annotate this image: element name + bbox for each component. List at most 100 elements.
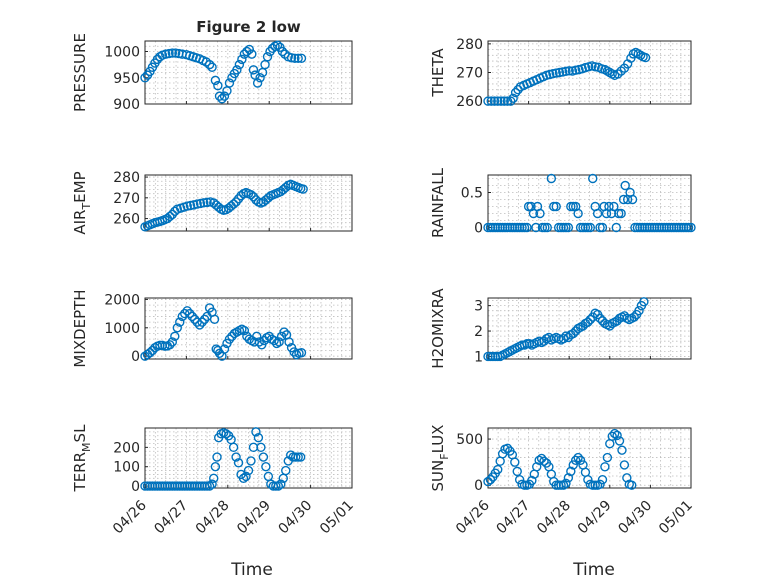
data-point (256, 442, 266, 453)
data-point (585, 222, 596, 233)
data-point (506, 96, 516, 106)
data-point (182, 306, 192, 316)
data-point (595, 479, 605, 490)
data-point (199, 198, 209, 208)
data-point (522, 222, 532, 233)
data-point (214, 91, 225, 101)
x-axis-label-right: Time (572, 560, 615, 580)
y-axis-label: AIRTEMP (71, 171, 93, 234)
data-point (575, 455, 586, 466)
data-point (212, 452, 222, 462)
data-point (612, 430, 622, 441)
y-tick-label: 270 (456, 66, 483, 82)
data-point (502, 96, 513, 106)
y-axis-label: PRESSURE (71, 33, 89, 112)
data-point (296, 348, 307, 358)
data-point (617, 445, 627, 455)
data-point (248, 65, 259, 75)
data-point (185, 308, 195, 319)
subplot-h2omixra: 1 2 3 H2OMIXRA (429, 288, 692, 369)
data-point (271, 481, 281, 491)
y-tick-label: 500 (456, 432, 483, 448)
data-point (293, 452, 303, 462)
data-point (600, 462, 610, 472)
x-tick-label: 04/28 (534, 498, 574, 538)
data-point (276, 479, 286, 489)
data-point (284, 337, 294, 347)
data-point (261, 462, 271, 472)
data-point (199, 314, 210, 324)
y-tick-label: 1000 (104, 45, 140, 61)
data-point (551, 201, 561, 212)
series-markers (140, 303, 307, 361)
data-point (558, 67, 568, 77)
data-point (554, 67, 565, 78)
data-point (228, 442, 239, 453)
data-point (262, 52, 273, 62)
x-tick-label: 05/01 (317, 498, 357, 538)
y-tick-label: 2000 (104, 292, 140, 308)
data-point (558, 333, 569, 344)
y-tick-label: 0 (474, 478, 483, 494)
data-point (502, 443, 513, 454)
series-markers (140, 427, 306, 491)
axes-box (144, 297, 353, 360)
data-point (489, 96, 500, 106)
data-point (528, 208, 539, 219)
x-tick-label: 04/29 (575, 498, 615, 538)
data-point (167, 337, 178, 347)
data-point (609, 428, 620, 439)
data-point (269, 335, 279, 346)
data-point (194, 320, 205, 330)
axes-box (487, 297, 692, 360)
data-point (527, 475, 537, 486)
data-point (140, 73, 150, 83)
data-point (254, 337, 264, 347)
y-tick-label: 100 (113, 460, 140, 476)
data-point (255, 73, 265, 83)
y-tick-label: 270 (113, 191, 140, 207)
data-point (233, 458, 244, 468)
data-point (170, 48, 181, 58)
data-point (563, 222, 574, 233)
subplot-mixdepth: 0 1000 2000 MIXDEPTH (71, 289, 353, 368)
data-point (204, 59, 215, 70)
y-tick-label: 0.5 (461, 186, 483, 202)
y-tick-label: 3 (474, 299, 483, 315)
y-tick-label: 280 (113, 170, 140, 186)
data-point (496, 96, 506, 106)
x-tick-label: 04/27 (151, 498, 191, 538)
data-point (202, 197, 212, 208)
data-point (590, 62, 600, 72)
data-point (508, 93, 518, 103)
axes-box (144, 174, 353, 232)
data-point (597, 474, 608, 485)
series-markers (483, 47, 651, 106)
data-point (583, 474, 593, 485)
x-tick-label: 04/26 (110, 497, 150, 537)
data-point (210, 462, 221, 472)
data-point (609, 201, 619, 212)
data-point (570, 65, 581, 75)
data-point (165, 340, 175, 350)
series-markers (483, 428, 637, 490)
data-point (252, 331, 262, 342)
data-point (281, 465, 291, 476)
y-tick-label: 0 (131, 479, 140, 495)
data-point (232, 65, 242, 75)
subplot-theta: 260 270 280 THETA (429, 37, 692, 110)
data-point (595, 313, 605, 324)
y-tick-label: 2 (474, 324, 483, 340)
data-point (170, 331, 180, 342)
data-point (573, 208, 583, 219)
data-point (243, 465, 254, 476)
data-point (182, 201, 192, 211)
data-point (597, 222, 608, 233)
axes-box (144, 427, 353, 489)
data-point (686, 222, 696, 233)
data-point (585, 314, 596, 325)
subplot-rainfall: 0 0.5 RAINFALL (429, 167, 696, 238)
data-point (551, 68, 561, 78)
data-point (561, 478, 571, 489)
data-point (263, 193, 274, 203)
